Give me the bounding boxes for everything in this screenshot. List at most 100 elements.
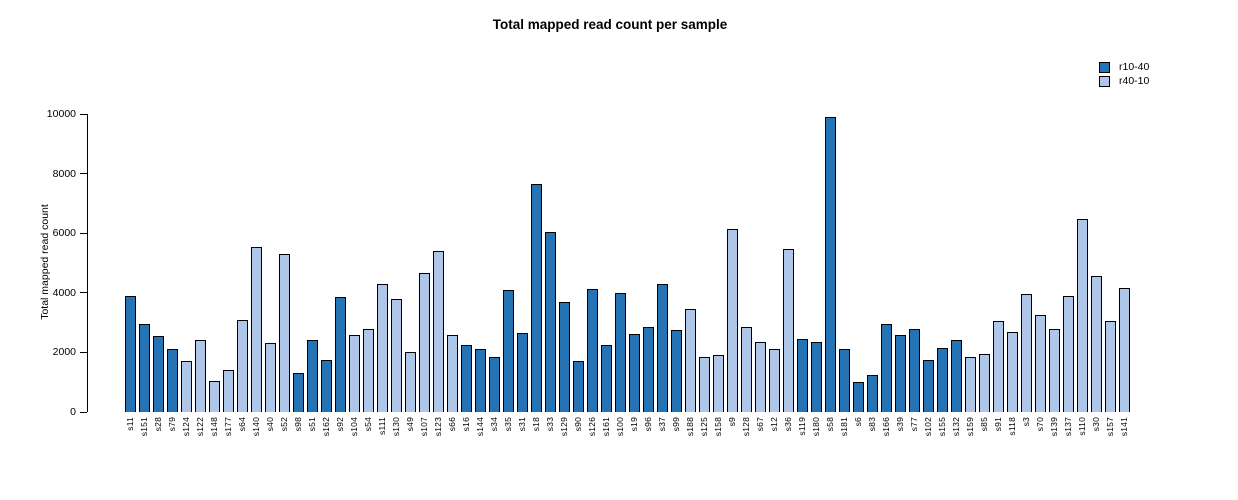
bar [965,357,976,412]
x-axis-tick-label: s180 [811,417,821,437]
bar [783,249,794,412]
bar [867,375,878,412]
legend-label: r40-10 [1119,75,1150,87]
bar [209,381,220,412]
x-axis-tick-label: s35 [503,417,513,432]
bar [377,284,388,412]
bar [937,348,948,412]
x-axis-tick-label: s66 [447,417,457,432]
y-axis-tick-label: 8000 [52,167,76,180]
bar [825,117,836,412]
bar [517,333,528,412]
chart-title: Total mapped read count per sample [492,17,728,32]
x-axis-tick-label: s31 [517,417,527,432]
bar [1091,276,1102,412]
x-axis-tick-label: s52 [279,417,289,432]
x-axis-tick-label: s83 [867,417,877,432]
bar [321,360,332,412]
bar [727,229,738,412]
y-axis-tick-label: 2000 [52,346,76,359]
y-axis-tick-label: 6000 [52,227,76,240]
bar [475,349,486,412]
x-axis-tick-label: s181 [839,417,849,437]
x-axis-tick-label: s91 [993,417,1003,432]
x-axis-tick-label: s11 [125,417,135,431]
x-axis-tick-label: s39 [895,417,905,432]
x-axis-tick-label: s6 [853,417,863,427]
x-axis-tick-label: s28 [153,417,163,432]
bar [685,309,696,412]
x-axis-tick-label: s162 [321,417,331,437]
bar [601,345,612,412]
x-axis-tick-label: s64 [237,417,247,432]
x-axis-tick-label: s36 [783,417,793,432]
bar [713,355,724,412]
y-axis-tick-label: 4000 [52,286,76,299]
bar [139,324,150,412]
bar [615,293,626,412]
bar [419,273,430,412]
bar [1049,329,1060,412]
x-axis-tick-label: s158 [713,417,723,437]
x-axis-tick-label: s18 [531,417,541,432]
bar [405,352,416,412]
bar [909,329,920,412]
x-axis-tick-label: s126 [587,417,597,437]
x-axis-tick-label: s3 [1021,417,1031,427]
x-axis-tick-label: s110 [1077,417,1087,436]
x-axis-tick-label: s49 [405,417,415,432]
legend-item: r40-10 [1099,76,1149,87]
x-axis-tick-label: s70 [1035,417,1045,432]
x-axis-tick-label: s102 [923,417,933,437]
x-axis-tick-label: s51 [307,417,317,432]
bar [363,329,374,412]
x-axis-tick-label: s34 [489,417,499,432]
y-axis-tick-label: 0 [70,406,76,418]
bar [923,360,934,412]
x-axis-tick-label: s104 [349,417,359,437]
legend-swatch-icon [1099,62,1110,73]
bar [769,349,780,412]
x-axis-tick-label: s90 [573,417,583,432]
x-axis-tick-label: s130 [391,417,401,437]
bar [223,370,234,412]
bar [881,324,892,412]
bar [545,232,556,412]
bar [433,251,444,412]
x-axis-tick-label: s79 [167,417,177,432]
bar [181,361,192,412]
x-axis-tick-label: s58 [825,417,835,432]
bar [195,340,206,412]
x-axis-tick-label: s140 [251,417,261,437]
x-axis-tick-label: s159 [965,417,975,437]
y-axis-label: Total mapped read count [39,204,51,320]
bar [1035,315,1046,412]
bar [237,320,248,412]
bar [1077,219,1088,412]
bar [391,299,402,412]
bar [853,382,864,412]
x-axis-tick-label: s30 [1091,417,1101,432]
x-axis-tick-label: s118 [1007,417,1017,436]
bar [279,254,290,412]
x-axis-tick-label: s12 [769,417,779,432]
bar [657,284,668,412]
bar [587,289,598,412]
legend: r10-40 r40-10 [1099,62,1149,90]
x-axis-tick-label: s157 [1105,417,1115,437]
x-axis-tick-label: s129 [559,417,569,437]
bar [335,297,346,412]
bar [503,290,514,412]
x-axis-tick-label: s124 [181,417,191,437]
y-axis-tick-mark [80,173,87,175]
x-axis-tick-label: s33 [545,417,555,432]
bar [125,296,136,412]
bar [573,361,584,412]
bar [349,335,360,412]
x-axis-tick-label: s119 [797,417,807,436]
bar [461,345,472,412]
bar [951,340,962,412]
bar [153,336,164,412]
bar [839,349,850,412]
x-axis-tick-label: s132 [951,417,961,437]
